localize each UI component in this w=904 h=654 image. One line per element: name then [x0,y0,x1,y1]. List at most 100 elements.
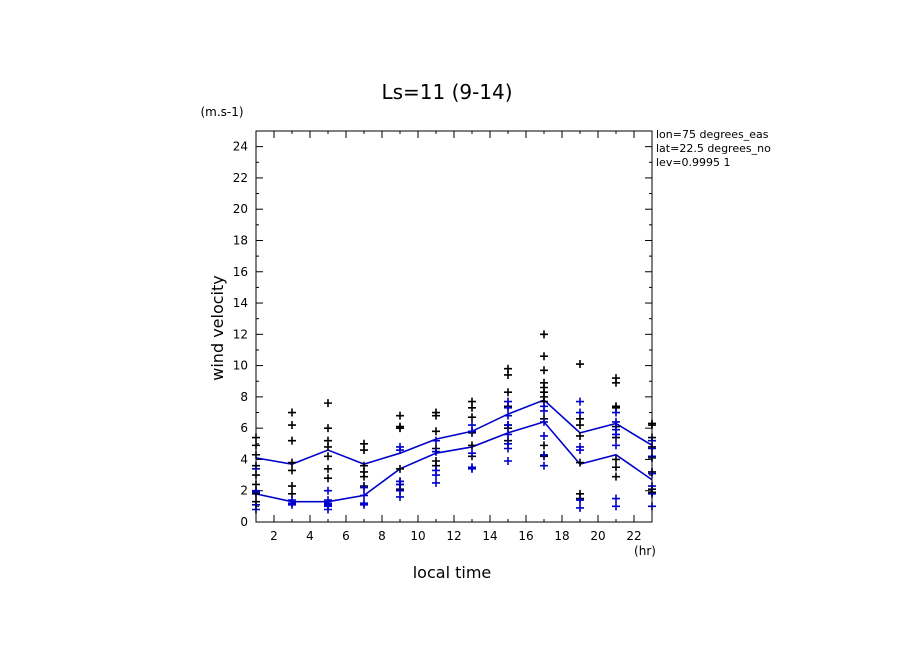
x-tick-label: 8 [378,529,386,543]
x-tick-label: 10 [410,529,425,543]
y-tick-label: 6 [240,421,248,435]
black-data-point [324,464,332,473]
blue-data-point [612,408,620,417]
plot-frame [255,130,653,523]
blue-data-point [540,431,548,440]
x-unit-label: (hr) [634,544,656,558]
black-data-point [540,330,548,339]
y-tick-label: 2 [240,484,248,498]
blue-data-point [540,417,548,426]
y-tick-label: 24 [233,140,248,154]
black-data-point [432,427,440,436]
black-data-point [540,441,548,450]
blue-data-point [360,491,368,500]
x-tick-label: 20 [590,529,605,543]
blue-data-point [612,430,620,439]
x-axis-label: local time [413,563,492,582]
blue-data-point [576,446,584,455]
y-tick-label: 18 [233,233,248,247]
info-line-lev: lev=0.9995 1 [656,156,731,169]
black-data-point [540,352,548,361]
blue-data-point [360,483,368,492]
blue-data-point [504,403,512,412]
black-data-point [432,411,440,420]
blue-data-point [432,436,440,445]
black-data-point [612,378,620,387]
y-tick-label: 14 [233,296,248,310]
series-line-1 [255,399,653,465]
blue-data-point [504,411,512,420]
y-tick-label: 10 [233,359,248,373]
black-data-point [396,464,404,473]
scatter-points [252,330,656,514]
x-tick-label: 16 [518,529,533,543]
black-data-point [396,411,404,420]
black-data-point [288,408,296,417]
y-tick-label: 8 [240,390,248,404]
black-data-point [360,472,368,481]
blue-data-point [468,464,476,473]
x-tick-label: 2 [270,529,278,543]
black-data-point [324,424,332,433]
blue-data-point [576,397,584,406]
black-data-point [504,388,512,397]
blue-data-point [360,500,368,509]
black-data-point [576,421,584,430]
blue-data-point [540,406,548,415]
black-data-point [324,474,332,483]
black-data-point [504,370,512,379]
x-tick-label: 14 [482,529,497,543]
black-data-point [612,455,620,464]
blue-data-point [540,450,548,459]
y-axis-label: wind velocity [208,275,227,380]
series-lines [255,399,653,503]
black-data-point [360,446,368,455]
blue-data-point [432,471,440,480]
y-tick-label: 0 [240,515,248,529]
blue-data-point [504,457,512,466]
x-tick-label: 6 [342,529,350,543]
blue-data-point [432,447,440,456]
black-data-point [576,458,584,467]
black-data-point [612,463,620,472]
black-data-point [576,360,584,369]
blue-data-point [396,446,404,455]
black-data-point [576,431,584,440]
black-data-point [468,403,476,412]
info-line-lon: lon=75 degrees_eas [656,128,769,141]
black-data-point [288,482,296,491]
blue-data-point [468,427,476,436]
black-data-point [324,452,332,461]
black-data-point [288,458,296,467]
blue-data-point [612,494,620,503]
black-data-point [612,472,620,481]
blue-data-point [468,449,476,458]
black-data-point [468,441,476,450]
blue-data-point [432,478,440,487]
x-tick-label: 22 [626,529,641,543]
x-tick-label: 12 [446,529,461,543]
info-block: lon=75 degrees_eas lat=22.5 degrees_no l… [656,128,771,169]
blue-data-point [612,441,620,450]
y-tick-label: 22 [233,171,248,185]
y-tick-label: 4 [240,452,248,466]
y-unit-label: (m.s-1) [200,105,243,119]
black-data-point [288,436,296,445]
black-data-point [396,424,404,433]
black-data-point [288,466,296,475]
y-tick-label: 20 [233,202,248,216]
black-data-point [468,413,476,422]
blue-data-point [576,408,584,417]
blue-data-point [504,444,512,453]
blue-data-point [504,421,512,430]
blue-data-point [540,461,548,470]
black-data-point [288,421,296,430]
y-tick-label: 16 [233,265,248,279]
info-line-lat: lat=22.5 degrees_no [656,142,771,155]
blue-data-point [504,430,512,439]
blue-data-point [288,500,296,509]
blue-data-point [576,503,584,512]
blue-data-point [324,486,332,495]
